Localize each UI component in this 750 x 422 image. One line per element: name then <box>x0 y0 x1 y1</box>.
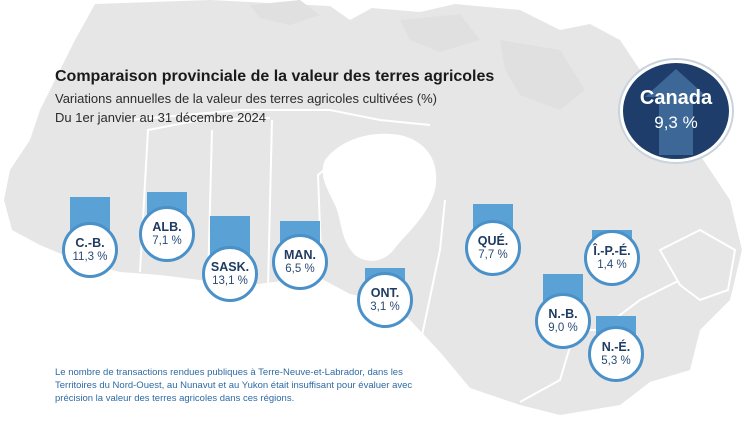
province-marker-qc: QUÉ. 7,7 % <box>465 220 521 276</box>
province-value: 1,4 % <box>597 259 627 271</box>
up-arrow-icon <box>645 69 707 155</box>
province-marker-mb: MAN. 6,5 % <box>272 234 328 290</box>
canada-label: Canada <box>639 87 713 109</box>
province-abbr: MAN. <box>284 248 316 262</box>
province-marker-bc: C.-B. 11,3 % <box>62 222 118 278</box>
province-value: 7,7 % <box>478 249 508 261</box>
province-abbr: QUÉ. <box>477 234 509 248</box>
canada-badge: Canada 9,3 % <box>620 60 732 162</box>
chart-title: Comparaison provinciale de la valeur des… <box>55 68 495 85</box>
hudson-bay <box>322 133 437 261</box>
newfoundland <box>658 228 737 302</box>
province-abbr: N.-B. <box>548 307 578 321</box>
province-marker-sk: SASK. 13,1 % <box>202 246 258 302</box>
province-abbr: N.-É. <box>601 340 631 354</box>
province-value: 11,3 % <box>72 251 108 263</box>
province-value: 13,1 % <box>212 275 248 287</box>
province-abbr: Î.-P.-É. <box>593 244 631 258</box>
province-value: 3,1 % <box>370 301 400 313</box>
province-marker-nb: N.-B. 9,0 % <box>535 293 591 349</box>
province-abbr: ONT. <box>370 286 400 300</box>
arctic-islands <box>250 0 585 110</box>
province-marker-on: ONT. 3,1 % <box>357 272 413 328</box>
province-value: 9,0 % <box>548 322 578 334</box>
province-marker-pe: Î.-P.-É. 1,4 % <box>584 230 640 286</box>
canada-value: 9,3 % <box>654 113 698 132</box>
chart-subtitle: Variations annuelles de la valeur des te… <box>55 91 438 106</box>
province-value: 5,3 % <box>601 355 631 367</box>
footnote: Le nombre de transactions rendues publiq… <box>55 367 413 404</box>
province-marker-ns: N.-É. 5,3 % <box>588 326 644 382</box>
province-abbr: SASK. <box>210 260 250 274</box>
province-marker-ab: ALB. 7,1 % <box>139 206 195 262</box>
province-value: 6,5 % <box>285 263 315 275</box>
province-abbr: C.-B. <box>75 236 105 250</box>
province-value: 7,1 % <box>152 235 182 247</box>
province-abbr: ALB. <box>152 220 182 234</box>
chart-period: Du 1er janvier au 31 décembre 2024 <box>55 110 267 125</box>
